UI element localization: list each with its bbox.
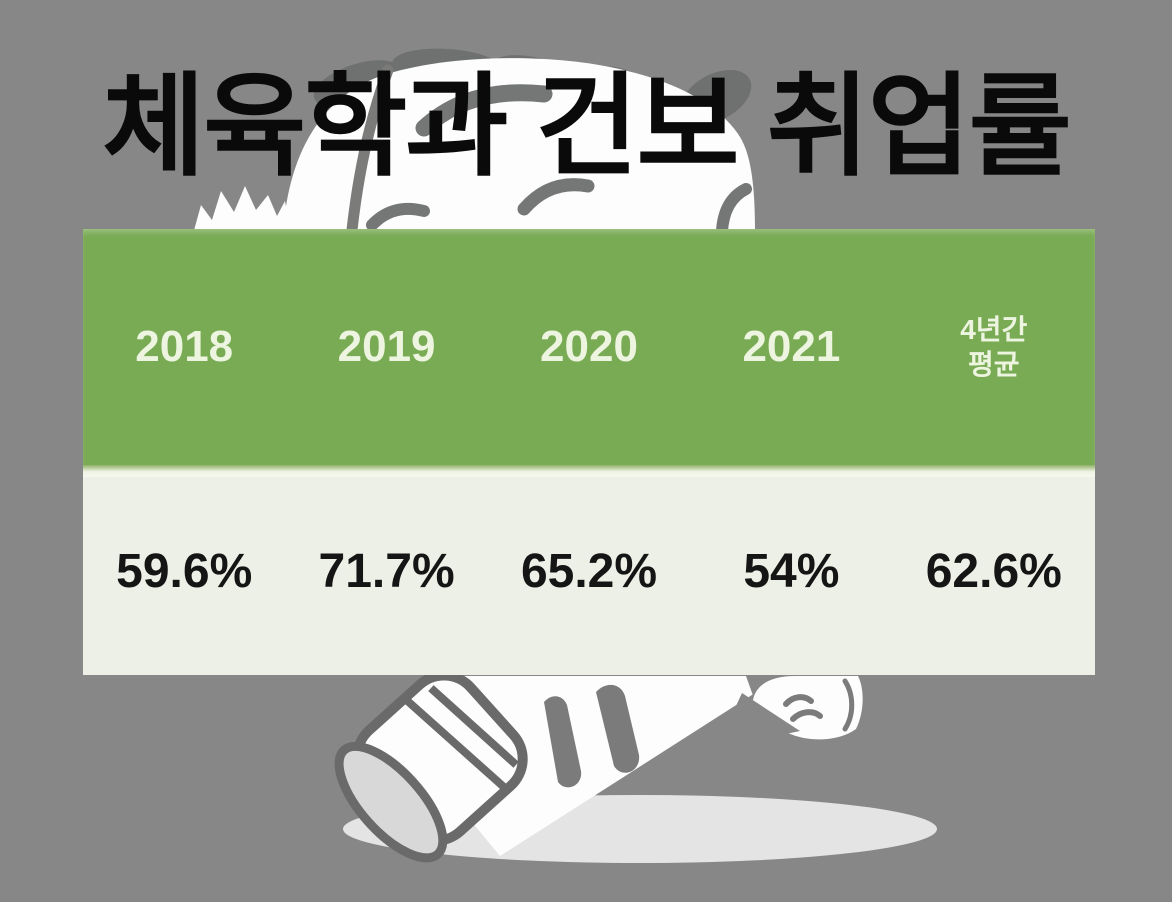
value-2019: 71.7% — [318, 544, 455, 598]
header-4year-average: 4년간 평균 — [893, 312, 1095, 382]
header-year-2020: 2020 — [540, 322, 638, 371]
table-row-divider — [83, 465, 1095, 477]
mascot-head-illustration — [193, 48, 755, 237]
page-title: 체육학과 건보 취업률 — [102, 64, 1072, 189]
header-4year-average-line2: 평균 — [968, 349, 1020, 380]
header-year-2019: 2019 — [337, 322, 436, 371]
value-4year-average: 62.6% — [925, 544, 1062, 598]
mascot-legs-illustration — [448, 676, 863, 856]
header-year-2018: 2018 — [135, 322, 234, 371]
employment-rate-table: 2018 2019 2020 2021 4년간 평균 59.6% 71.7% 6… — [83, 229, 1095, 675]
header-year-2021: 2021 — [742, 322, 841, 371]
value-2020: 65.2% — [520, 544, 658, 598]
value-2021: 54% — [743, 544, 840, 598]
table-value-row: 59.6% 71.7% 65.2% 54% 62.6% — [83, 477, 1095, 675]
table-header-row: 2018 2019 2020 2021 4년간 평균 — [83, 229, 1095, 465]
value-2018: 59.6% — [116, 544, 253, 598]
header-4year-average-line1: 4년간 — [960, 314, 1028, 345]
mascot-shoe-illustration — [334, 670, 528, 863]
